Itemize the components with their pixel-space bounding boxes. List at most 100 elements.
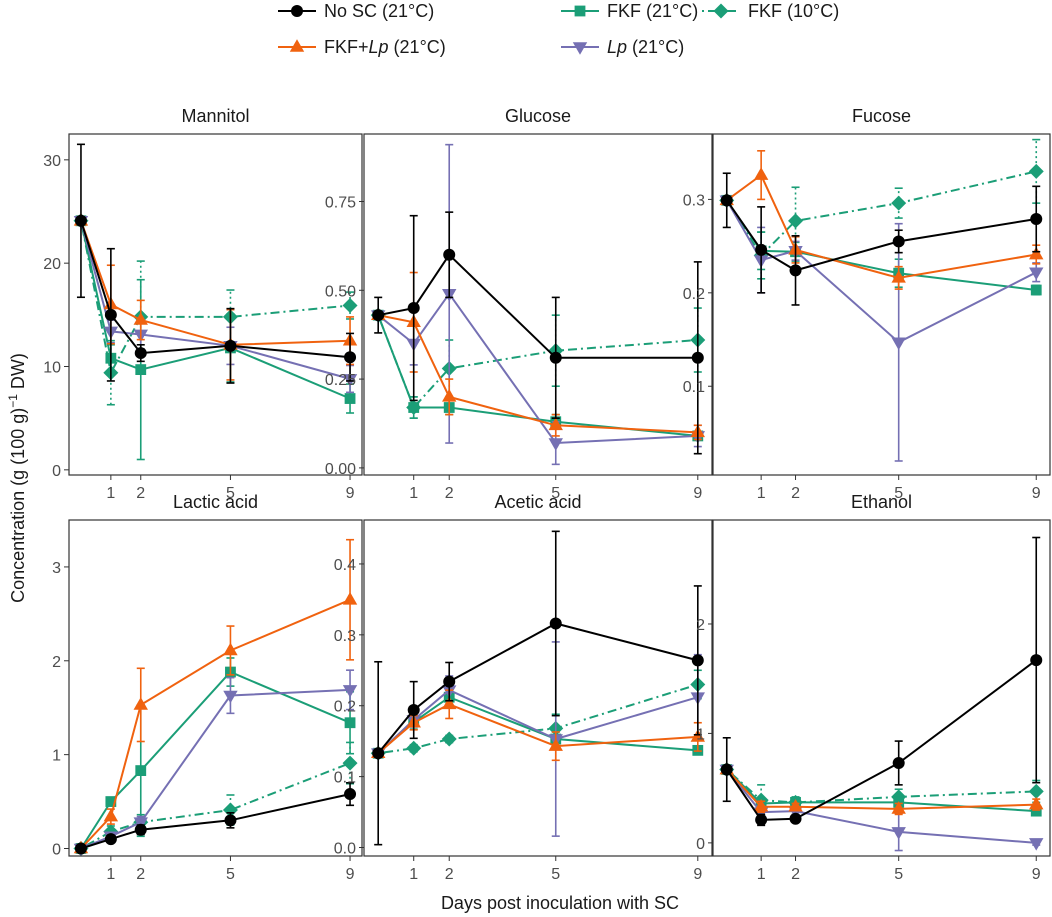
series-line [80, 220, 351, 376]
y-tick-label: 1 [696, 726, 705, 743]
data-point [753, 167, 769, 180]
series-lp-21-c [73, 216, 358, 394]
error-bar [894, 187, 903, 219]
y-tick-label: 3 [52, 560, 61, 577]
data-point [408, 402, 420, 413]
y-tick-label: 0.75 [325, 194, 356, 211]
x-tick-label: 1 [409, 866, 418, 883]
x-tick-label: 1 [106, 485, 115, 502]
series-line [725, 199, 1037, 344]
x-tick-label: 5 [894, 866, 903, 883]
data-point [1029, 246, 1044, 260]
series-line [725, 199, 1037, 272]
x-tick-label: 2 [136, 485, 145, 502]
data-point [1030, 805, 1042, 817]
data-point [720, 194, 733, 207]
data-point [372, 747, 385, 760]
data-point [755, 243, 768, 256]
panel-border [68, 133, 363, 476]
y-tick-label: 0.25 [325, 372, 356, 389]
data-point [407, 302, 420, 315]
data-point [134, 347, 147, 360]
data-point [344, 788, 357, 801]
data-point [1030, 213, 1043, 226]
legend-label: FKF (10°C) [748, 1, 839, 21]
panel-title: Lactic acid [173, 492, 258, 512]
x-tick-label: 1 [409, 485, 418, 502]
series-fkf-21-c [75, 657, 356, 854]
y-tick-label: 0.3 [683, 192, 705, 209]
legend-marker-triangle-down [572, 42, 588, 55]
series-line [80, 220, 351, 346]
series-no-sc-21-c [74, 781, 357, 855]
data-point [135, 765, 147, 776]
x-tick-label: 5 [226, 866, 235, 883]
data-point [891, 337, 906, 351]
series-fkf-plus-lp-21-c [73, 213, 358, 381]
data-point [104, 833, 117, 846]
x-tick-label: 5 [894, 485, 903, 502]
panel-glucose: Glucose 0.00 0.25 0.50 0.75 1 2 5 9 [325, 106, 713, 502]
x-axis-title: Days post inoculation with SC [441, 893, 679, 913]
data-point [691, 654, 704, 667]
y-tick-label: 10 [43, 360, 61, 377]
data-point [224, 339, 237, 352]
series-line [80, 793, 351, 850]
data-point [788, 798, 803, 812]
data-point [105, 796, 117, 807]
series-fkf-plus-lp-21-c [719, 761, 1044, 816]
x-tick-label: 2 [791, 866, 800, 883]
x-tick-label: 9 [1032, 485, 1041, 502]
panel-title: Acetic acid [494, 492, 581, 512]
y-tick-label: 1 [52, 748, 61, 765]
data-point [691, 351, 704, 364]
series-no-sc-21-c [372, 211, 704, 455]
series-no-sc-21-c [372, 530, 704, 846]
data-point [892, 756, 905, 769]
data-point [342, 755, 358, 771]
y-tick-label: 0.50 [325, 283, 356, 300]
x-tick-label: 9 [693, 866, 702, 883]
series-no-sc-21-c [720, 536, 1043, 827]
data-point [788, 213, 804, 229]
y-tick-label: 0.2 [683, 286, 705, 303]
y-tick-label: 2 [696, 617, 705, 634]
data-point [443, 675, 456, 688]
data-point [224, 814, 237, 827]
data-point [548, 438, 563, 451]
panel-border [363, 519, 713, 857]
series-line [378, 683, 699, 755]
legend-marker-circle [291, 5, 303, 17]
data-point [344, 717, 356, 729]
panel-border [68, 519, 363, 857]
legend-marker-diamond [713, 3, 729, 19]
series-fkf-10-c [370, 307, 706, 419]
series-line [377, 622, 699, 754]
data-point [134, 823, 147, 836]
x-tick-label: 9 [346, 866, 355, 883]
data-point [74, 842, 87, 855]
panel-acetic-acid: Acetic acid 0.0 0.1 0.2 0.3 0.4 1 2 5 9 [334, 492, 713, 883]
y-tick-label: 20 [43, 256, 61, 273]
data-point [74, 214, 87, 227]
panel-ethanol: Ethanol 0 1 2 1 2 5 9 [696, 492, 1051, 883]
data-point [549, 617, 562, 630]
data-point [755, 813, 768, 826]
y-tick-label: 0.1 [334, 770, 356, 787]
data-point [443, 248, 456, 261]
data-point [406, 740, 422, 756]
panel-mannitol: Mannitol 0 10 20 30 1 2 5 9 [43, 106, 363, 502]
panel-title: Glucose [505, 106, 571, 126]
series-line [726, 768, 1037, 813]
series-fkf-21-c [721, 194, 1042, 296]
x-tick-label: 1 [757, 866, 766, 883]
data-point [1030, 654, 1043, 667]
y-tick-label: 0 [52, 841, 61, 858]
legend-item-fkf10: FKF (10°C) [702, 1, 839, 21]
series-fkf-21-c [372, 689, 704, 759]
series-fkf-plus-lp-21-c [73, 538, 358, 854]
data-point [1029, 267, 1044, 281]
series-fkf-plus-lp-21-c [371, 689, 705, 762]
legend-item-fkf21: FKF (21°C) [561, 1, 698, 21]
